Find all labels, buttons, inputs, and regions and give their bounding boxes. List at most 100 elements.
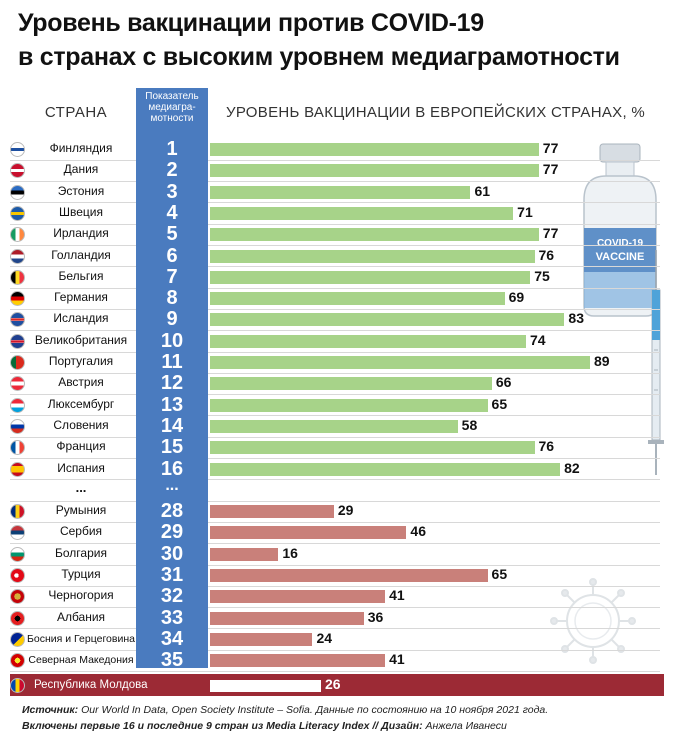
table-row: Албания 33 36: [0, 606, 674, 629]
media-literacy-rank: 8: [166, 287, 178, 310]
table-row: Австрия 12 66: [0, 372, 674, 394]
table-row: Бельгия 7 75: [0, 265, 674, 288]
row-separator: [10, 585, 660, 587]
vaccination-value: 74: [529, 331, 546, 348]
vaccination-bar: [210, 185, 471, 199]
row-separator: [10, 543, 660, 545]
flag-icon: [10, 163, 25, 179]
vaccination-bar: [210, 632, 313, 646]
flag-icon: [10, 312, 25, 328]
flag-icon: [10, 269, 25, 285]
media-literacy-rank: 13: [160, 393, 184, 416]
vaccination-bar: [210, 590, 386, 604]
ellipsis-rank: ...: [165, 476, 179, 494]
vaccination-value: 24: [316, 629, 333, 646]
media-literacy-rank: 11: [161, 351, 183, 373]
flag-icon: [10, 461, 25, 477]
ellipsis-country: ...: [75, 479, 87, 495]
vaccination-value: 29: [337, 502, 354, 519]
media-literacy-rank: 4: [166, 201, 178, 224]
media-literacy-rank: 5: [166, 223, 178, 246]
flag-icon: [10, 631, 25, 647]
vaccination-bar: [210, 547, 279, 561]
row-separator: [10, 330, 660, 332]
table-row: Испания 16 82: [0, 457, 674, 480]
vaccination-bar: [210, 654, 386, 668]
table-row: Португалия 11 89: [0, 351, 674, 373]
media-literacy-rank: 29: [160, 521, 184, 544]
row-separator: [10, 500, 660, 502]
vaccination-bar: [210, 356, 591, 369]
vaccination-value: 89: [594, 353, 610, 369]
media-literacy-rank: 2: [166, 159, 178, 182]
media-literacy-rank: 33: [160, 606, 184, 629]
country-name: Швеция: [59, 204, 103, 219]
header-vaccination-level: УРОВЕНЬ ВАКЦИНАЦИИ В ЕВРОПЕЙСКИХ СТРАНАХ…: [226, 104, 646, 121]
footer-source: Источник: Our World In Data, Open Societ…: [22, 704, 548, 716]
row-separator: [10, 458, 660, 459]
country-name: Эстония: [57, 183, 105, 198]
header-rank-line-1: Показатель: [145, 91, 199, 102]
media-literacy-rank: 16: [160, 457, 184, 480]
vaccination-value: 76: [538, 438, 555, 455]
vaccination-bar: [210, 313, 565, 327]
vaccination-bar: [210, 419, 458, 433]
footer-source-label: Источник:: [22, 704, 79, 716]
vaccination-bar: [210, 569, 488, 582]
country-name: Финляндия: [49, 141, 113, 155]
flag-icon: [10, 227, 25, 243]
vaccination-bar: [210, 249, 535, 263]
media-literacy-rank: 10: [160, 329, 184, 352]
table-row: Голландия 6 76: [0, 244, 674, 267]
row-separator: [10, 479, 660, 481]
row-separator: [10, 649, 660, 651]
flag-icon: [10, 653, 25, 669]
chart-title: Уровень вакцинации против COVID-19 в стр…: [18, 6, 668, 74]
table-row: Республика Молдова 26: [0, 675, 674, 696]
vaccination-bar: [210, 143, 539, 156]
row-separator: [10, 266, 660, 268]
media-literacy-rank: 30: [160, 542, 184, 565]
footer-included-text: Включены первые 16 и последние 9 стран и…: [22, 720, 264, 732]
ellipsis-row: ......: [0, 476, 674, 501]
vaccination-value: 69: [508, 289, 525, 306]
vaccination-bar: [210, 462, 561, 476]
table-row: Босния и Герцеговина 34 24: [0, 627, 674, 650]
country-name: Голландия: [51, 247, 111, 262]
country-name: Люксембург: [47, 396, 115, 411]
vaccination-bar: [210, 505, 334, 519]
flag-icon: [10, 418, 25, 434]
row-separator: [10, 628, 660, 630]
footer-index-name: Media Literacy Index: [266, 720, 370, 732]
media-literacy-rank: 34: [160, 627, 184, 650]
row-separator: [10, 223, 660, 225]
flag-icon: [10, 678, 25, 693]
flag-icon: [10, 610, 25, 626]
table-row: Швеция 4 71: [0, 201, 674, 224]
country-name: Босния и Герцеговина: [27, 632, 135, 645]
row-separator: [10, 521, 660, 523]
row-separator: [10, 394, 660, 396]
header-country: СТРАНА: [44, 104, 108, 121]
title-line-2: в странах с высоким уровнем медиаграмотн…: [18, 43, 620, 71]
footer-design-name: Анжела Иванеси: [425, 720, 507, 732]
country-name: Албания: [56, 609, 106, 624]
media-literacy-rank: 35: [160, 649, 184, 672]
country-name: Австрия: [58, 375, 104, 390]
flag-icon: [10, 248, 25, 264]
table-row: Словения 14 58: [0, 415, 674, 437]
footer-source-text: Our World In Data, Open Society Institut…: [81, 704, 549, 716]
media-literacy-rank: 6: [166, 244, 178, 267]
row-separator: [10, 202, 660, 204]
highlight-row-background: [10, 674, 664, 696]
header-rank-line-3: мотности: [150, 113, 194, 124]
country-name: Турция: [61, 567, 101, 581]
media-literacy-rank: 7: [166, 265, 178, 288]
media-literacy-rank: 15: [160, 436, 184, 459]
vaccination-bar: [210, 377, 492, 391]
flag-icon: [10, 546, 25, 562]
media-literacy-rank: 9: [166, 308, 178, 331]
footer-credits: Включены первые 16 и последние 9 стран и…: [22, 720, 507, 732]
vaccination-value: 41: [389, 587, 405, 604]
vaccination-value: 66: [495, 374, 512, 391]
